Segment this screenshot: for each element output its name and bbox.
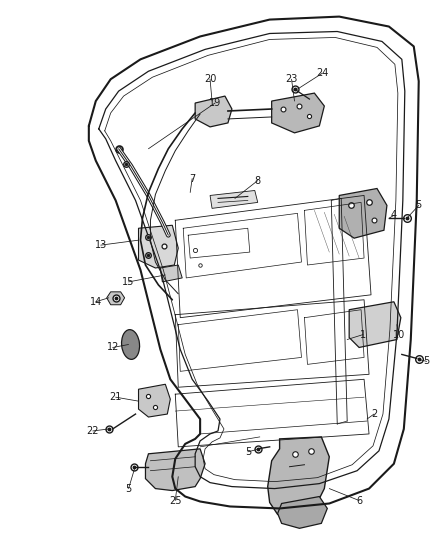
Text: 23: 23 (285, 74, 298, 84)
Text: 1: 1 (360, 329, 366, 340)
Polygon shape (160, 265, 182, 282)
Text: 10: 10 (393, 329, 405, 340)
Polygon shape (138, 384, 170, 417)
Polygon shape (272, 93, 324, 133)
Text: 5: 5 (416, 200, 422, 211)
Text: 24: 24 (316, 68, 328, 78)
Text: 19: 19 (209, 98, 221, 108)
Polygon shape (138, 225, 178, 268)
Text: 2: 2 (371, 409, 377, 419)
Polygon shape (195, 96, 232, 127)
Text: 15: 15 (122, 277, 135, 287)
Text: 7: 7 (189, 174, 195, 183)
Polygon shape (145, 449, 205, 490)
Text: 5: 5 (245, 447, 251, 457)
Text: 25: 25 (169, 496, 181, 505)
Polygon shape (268, 437, 329, 519)
Polygon shape (210, 190, 258, 208)
Text: 22: 22 (87, 426, 99, 436)
Text: 20: 20 (204, 74, 216, 84)
Text: 13: 13 (95, 240, 107, 250)
Polygon shape (339, 189, 387, 238)
Polygon shape (107, 292, 124, 305)
Text: 4: 4 (391, 211, 397, 220)
Polygon shape (349, 302, 401, 348)
Text: 5: 5 (125, 483, 132, 494)
Text: 14: 14 (90, 297, 102, 307)
Text: 8: 8 (254, 175, 261, 185)
Text: 6: 6 (356, 496, 362, 505)
Text: 12: 12 (106, 343, 119, 352)
Text: 21: 21 (110, 392, 122, 402)
Polygon shape (278, 497, 327, 528)
Ellipse shape (122, 329, 140, 359)
Text: 5: 5 (424, 357, 430, 366)
